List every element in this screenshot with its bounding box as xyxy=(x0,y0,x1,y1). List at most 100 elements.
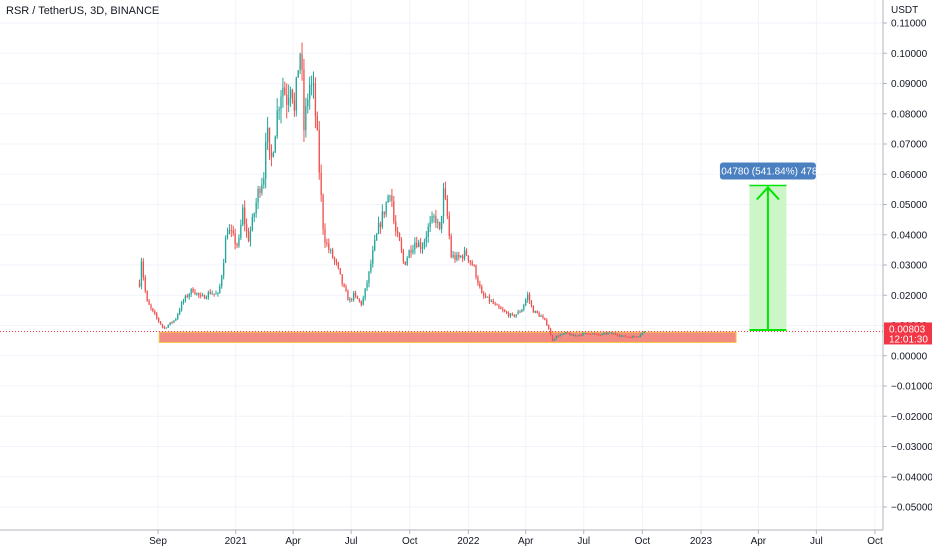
candle xyxy=(624,334,626,337)
candle-body xyxy=(301,54,303,70)
candle xyxy=(184,294,187,303)
candle-body xyxy=(549,328,552,336)
candle xyxy=(228,224,231,235)
candle xyxy=(414,237,416,255)
candle xyxy=(333,256,336,265)
candle xyxy=(240,219,242,241)
candle xyxy=(255,197,257,218)
candle-body xyxy=(215,293,217,295)
candle-body xyxy=(244,207,246,225)
candle xyxy=(498,304,500,310)
candle xyxy=(551,334,554,342)
candle xyxy=(544,317,546,321)
candle xyxy=(236,242,238,249)
time-tick-label: Oct xyxy=(867,536,883,547)
candle-body xyxy=(603,333,605,335)
candle-body xyxy=(517,311,519,315)
candle-body xyxy=(456,254,458,260)
price-tick-label: 0.02000 xyxy=(891,291,928,302)
candle xyxy=(305,97,307,138)
candle-body xyxy=(570,334,573,336)
candle-body xyxy=(251,216,253,231)
candle-body xyxy=(272,152,275,157)
candle-body xyxy=(622,335,624,337)
candle-body xyxy=(326,242,328,244)
candle xyxy=(475,264,477,280)
price-tick-label: 0.05000 xyxy=(891,200,928,211)
candle-body xyxy=(475,265,477,278)
candle xyxy=(253,212,255,223)
candle xyxy=(505,310,508,315)
candle xyxy=(613,332,615,335)
candle xyxy=(546,318,548,326)
candle xyxy=(201,292,204,297)
candle-body xyxy=(423,241,426,248)
price-tick-label: −0.04000 xyxy=(891,472,932,483)
candle xyxy=(580,333,582,337)
candle-body xyxy=(505,311,508,314)
candle xyxy=(593,332,596,335)
candle-body xyxy=(601,333,603,336)
candle xyxy=(144,274,146,294)
candle xyxy=(257,185,259,210)
candle xyxy=(507,311,510,318)
price-tick-label: −0.03000 xyxy=(891,442,932,453)
candle-body xyxy=(609,332,611,334)
candle xyxy=(622,335,624,337)
candle xyxy=(525,298,527,307)
candle xyxy=(331,247,334,259)
candle-body xyxy=(150,304,152,309)
candle-body xyxy=(628,336,630,338)
candle xyxy=(310,75,313,96)
time-tick-label: Jul xyxy=(577,536,590,547)
candle xyxy=(303,58,305,142)
candle xyxy=(198,292,200,299)
candle xyxy=(435,209,437,228)
candle xyxy=(370,259,372,274)
candle-body xyxy=(324,229,326,243)
candle xyxy=(188,292,190,300)
candle-body xyxy=(286,94,288,105)
candle xyxy=(553,338,556,341)
candle xyxy=(364,288,366,301)
candle xyxy=(330,248,332,254)
candle xyxy=(618,334,621,337)
candle-body xyxy=(421,247,424,249)
candle-body xyxy=(591,333,594,335)
candle-countdown: 12:01:30 xyxy=(889,334,928,345)
candle xyxy=(207,290,210,300)
candle xyxy=(244,200,246,232)
candle-body xyxy=(479,283,481,287)
candle-body xyxy=(339,268,341,275)
candle-body xyxy=(632,336,634,338)
candle xyxy=(641,332,644,336)
candle xyxy=(549,327,552,336)
annotations-foreground: 0.04780 (541.84%) 4780 xyxy=(0,162,883,332)
candle-body xyxy=(540,315,542,317)
candle-body xyxy=(597,333,600,335)
candle-body xyxy=(465,250,468,256)
candle-body xyxy=(142,261,145,278)
candle-body xyxy=(234,233,236,244)
price-tick-label: 0.09000 xyxy=(891,79,928,90)
candle-body xyxy=(473,265,475,267)
candle xyxy=(171,321,173,325)
candle xyxy=(284,81,286,96)
candle-body xyxy=(310,84,313,86)
candle-body xyxy=(194,292,196,295)
candle xyxy=(584,332,586,335)
candle-body xyxy=(320,172,322,196)
candle-body xyxy=(224,238,227,263)
candle xyxy=(427,223,429,243)
candle-body xyxy=(240,224,242,238)
candle xyxy=(406,256,408,266)
candle xyxy=(484,292,487,299)
candle-body xyxy=(607,332,609,335)
candle-body xyxy=(414,242,416,250)
candle-body xyxy=(362,298,364,305)
candle xyxy=(314,77,317,129)
candle xyxy=(492,298,494,305)
candle xyxy=(433,213,435,223)
candle-body xyxy=(140,261,143,287)
